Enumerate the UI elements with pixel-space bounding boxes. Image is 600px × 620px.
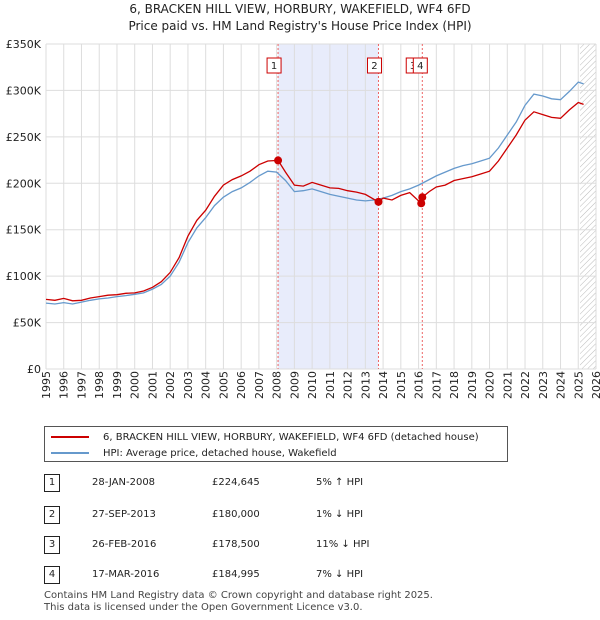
x-tick-label: 2025 xyxy=(572,371,585,399)
x-tick-label: 2013 xyxy=(359,371,372,399)
transaction-flag-box xyxy=(412,57,428,74)
x-tick-label: 2016 xyxy=(413,371,426,399)
transaction-price: £178,500 xyxy=(212,539,260,550)
x-tick-label: 2006 xyxy=(235,371,248,399)
x-tick-label: 2008 xyxy=(271,371,284,399)
transaction-number: 4 xyxy=(44,566,60,584)
x-tick-label: 2009 xyxy=(288,371,301,399)
price-chart: 6, BRACKEN HILL VIEW, HORBURY, WAKEFIELD… xyxy=(6,2,600,399)
transaction-date: 27-SEP-2013 xyxy=(92,509,156,520)
transaction-hpi-diff: 1% ↓ HPI xyxy=(316,509,364,520)
transaction-point xyxy=(374,197,383,206)
y-tick-label: £0 xyxy=(27,363,41,376)
y-tick-label: £350K xyxy=(6,38,42,51)
transaction-number: 1 xyxy=(44,474,60,492)
legend-label-property: 6, BRACKEN HILL VIEW, HORBURY, WAKEFIELD… xyxy=(103,431,479,443)
legend-item-property: 6, BRACKEN HILL VIEW, HORBURY, WAKEFIELD… xyxy=(51,429,479,445)
x-tick-label: 2004 xyxy=(200,371,213,399)
transaction-price: £180,000 xyxy=(212,509,260,520)
x-tick-label: 2007 xyxy=(253,371,266,399)
transaction-number: 3 xyxy=(44,536,60,554)
ownership-shaded-region xyxy=(278,44,379,369)
transaction-hpi-diff: 7% ↓ HPI xyxy=(316,569,364,580)
x-tick-label: 2017 xyxy=(430,371,443,399)
x-tick-label: 2024 xyxy=(555,371,568,399)
legend-label-hpi: HPI: Average price, detached house, Wake… xyxy=(103,447,337,459)
x-tick-label: 1999 xyxy=(111,371,124,399)
transaction-flag-box xyxy=(366,57,382,74)
chart-title: 6, BRACKEN HILL VIEW, HORBURY, WAKEFIELD… xyxy=(129,2,470,16)
forecast-hatched-region xyxy=(580,44,596,369)
x-tick-label: 2000 xyxy=(129,371,142,399)
footer-line-1: Contains HM Land Registry data © Crown c… xyxy=(44,590,433,601)
x-tick-label: 2011 xyxy=(324,371,337,399)
table-row: 4 17-MAR-2016 £184,995 7% ↓ HPI xyxy=(44,566,444,584)
transaction-flag-label: 4 xyxy=(417,61,423,72)
series-line-hpi xyxy=(45,81,584,305)
chart-legend: 6, BRACKEN HILL VIEW, HORBURY, WAKEFIELD… xyxy=(44,426,508,462)
table-row: 2 27-SEP-2013 £180,000 1% ↓ HPI xyxy=(44,506,444,524)
x-tick-label: 2026 xyxy=(590,371,600,399)
x-tick-label: 1997 xyxy=(75,371,88,399)
x-tick-label: 1995 xyxy=(40,371,53,399)
x-tick-label: 2014 xyxy=(377,371,390,399)
x-tick-label: 1998 xyxy=(93,371,106,399)
footer-line-2: This data is licensed under the Open Gov… xyxy=(44,602,363,613)
transaction-price: £224,645 xyxy=(212,477,260,488)
transaction-number: 2 xyxy=(44,506,60,524)
x-tick-label: 2010 xyxy=(306,371,319,399)
x-tick-label: 2015 xyxy=(395,371,408,399)
y-tick-label: £50K xyxy=(13,317,42,330)
transaction-flag-label: 2 xyxy=(371,61,377,72)
transaction-hpi-diff: 5% ↑ HPI xyxy=(316,477,364,488)
transaction-date: 26-FEB-2016 xyxy=(92,539,157,550)
x-tick-label: 2023 xyxy=(537,371,550,399)
x-tick-label: 2020 xyxy=(484,371,497,399)
legend-item-hpi: HPI: Average price, detached house, Wake… xyxy=(51,445,337,461)
transaction-point xyxy=(274,156,283,165)
series-line-property xyxy=(45,101,584,302)
transaction-date: 28-JAN-2008 xyxy=(92,477,156,488)
x-tick-label: 2001 xyxy=(146,371,159,399)
transaction-flag-box xyxy=(266,57,282,74)
x-tick-label: 2003 xyxy=(182,371,195,399)
x-tick-label: 2012 xyxy=(342,371,355,399)
transaction-price: £184,995 xyxy=(212,569,260,580)
x-tick-label: 2022 xyxy=(519,371,532,399)
x-tick-label: 2021 xyxy=(501,371,514,399)
transaction-hpi-diff: 11% ↓ HPI xyxy=(316,539,370,550)
y-tick-label: £150K xyxy=(6,224,42,237)
y-tick-label: £250K xyxy=(6,131,42,144)
y-tick-label: £100K xyxy=(6,270,42,283)
x-tick-label: 2002 xyxy=(164,371,177,399)
x-tick-label: 2005 xyxy=(217,371,230,399)
table-row: 1 28-JAN-2008 £224,645 5% ↑ HPI xyxy=(44,474,444,492)
x-tick-label: 2019 xyxy=(466,371,479,399)
chart-subtitle: Price paid vs. HM Land Registry's House … xyxy=(128,19,471,33)
x-tick-label: 1996 xyxy=(58,371,71,399)
x-tick-label: 2018 xyxy=(448,371,461,399)
legend-swatch-hpi xyxy=(51,452,89,454)
legend-swatch-property xyxy=(51,436,89,438)
y-tick-label: £300K xyxy=(6,84,42,97)
table-row: 3 26-FEB-2016 £178,500 11% ↓ HPI xyxy=(44,536,444,554)
y-tick-label: £200K xyxy=(6,177,42,190)
footer-attribution: Contains HM Land Registry data © Crown c… xyxy=(44,590,433,614)
transaction-date: 17-MAR-2016 xyxy=(92,569,160,580)
transaction-point xyxy=(418,193,427,202)
transaction-point xyxy=(417,199,426,208)
transaction-flag-label: 1 xyxy=(271,61,277,72)
